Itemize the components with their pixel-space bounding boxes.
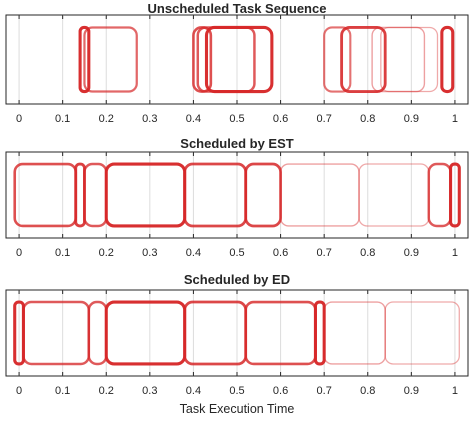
tick-label: 0.1 xyxy=(55,113,70,125)
x-axis-label: Task Execution Time xyxy=(180,402,295,416)
tick-label: 0.3 xyxy=(142,247,157,259)
tick-label: 0.9 xyxy=(404,385,419,397)
task-bar xyxy=(323,301,386,365)
tick-label: 0.2 xyxy=(99,385,114,397)
tick-label: 0.4 xyxy=(186,385,201,397)
tick-label: 0.7 xyxy=(317,113,332,125)
tick-label: 0.3 xyxy=(142,113,157,125)
tick-label: 0.2 xyxy=(99,247,114,259)
tick-label: 0.6 xyxy=(273,385,288,397)
task-bar xyxy=(313,300,326,366)
tick-label: 1 xyxy=(452,113,458,125)
tick-label: 0.4 xyxy=(186,113,201,125)
task-bar xyxy=(371,26,426,93)
panel-2: Scheduled by EST 0 0.1 0.2 0.3 0.4 0.5 0.6 0.7 0.… xyxy=(5,136,469,259)
tick-label: 0.5 xyxy=(229,113,244,125)
task-bar xyxy=(204,25,274,94)
tick-label: 0.5 xyxy=(229,247,244,259)
task-bar xyxy=(380,26,439,93)
task-bar xyxy=(279,163,360,227)
tick-label: 0.8 xyxy=(360,247,375,259)
panel-title: Unscheduled Task Sequence xyxy=(148,1,327,16)
task-bar xyxy=(449,162,461,228)
task-bar xyxy=(440,25,455,94)
panel-3: Scheduled by ED 0 0.1 0.2 0.3 0.4 0.5 0.6 0.7 0.8… xyxy=(5,272,469,397)
tick-label: 0.1 xyxy=(55,385,70,397)
task-bar xyxy=(83,26,138,93)
panel-title: Scheduled by EST xyxy=(180,136,293,151)
tick-label: 0.7 xyxy=(317,247,332,259)
tick-label: 0.5 xyxy=(229,385,244,397)
tick-label: 0.6 xyxy=(273,113,288,125)
tick-label: 0.1 xyxy=(55,247,70,259)
task-bar xyxy=(244,162,282,228)
tick-label: 1 xyxy=(452,247,458,259)
tick-label: 0.8 xyxy=(360,113,375,125)
tick-label: 0.4 xyxy=(186,247,201,259)
panel-title: Scheduled by ED xyxy=(184,272,290,287)
tick-label: 0.8 xyxy=(360,385,375,397)
tick-label: 0.3 xyxy=(142,385,157,397)
tick-label: 0 xyxy=(16,247,22,259)
task-bar xyxy=(384,301,460,365)
task-bar xyxy=(323,26,352,93)
tick-label: 0 xyxy=(16,113,22,125)
task-bar xyxy=(78,25,91,94)
panel-1: Unscheduled Task Sequence 0 0.1 0.2 0.3 0.4 0.… xyxy=(5,1,469,125)
tick-label: 1 xyxy=(452,385,458,397)
task-bar xyxy=(340,26,387,93)
tick-label: 0.6 xyxy=(273,247,288,259)
tick-label: 0.9 xyxy=(404,113,419,125)
tick-label: 0.2 xyxy=(99,113,114,125)
tick-label: 0 xyxy=(16,385,22,397)
tick-label: 0.9 xyxy=(404,247,419,259)
tick-label: 0.7 xyxy=(317,385,332,397)
